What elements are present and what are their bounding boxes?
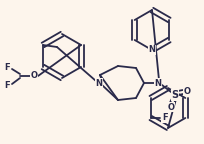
Text: O: O	[183, 87, 190, 95]
Text: F: F	[4, 80, 10, 90]
Text: F: F	[161, 113, 167, 123]
Text: O: O	[167, 103, 174, 111]
Text: O: O	[30, 72, 37, 80]
Text: N: N	[154, 78, 161, 88]
Text: N: N	[95, 78, 102, 88]
Text: N: N	[148, 46, 155, 54]
Text: S: S	[171, 90, 178, 100]
Text: F: F	[4, 64, 10, 72]
